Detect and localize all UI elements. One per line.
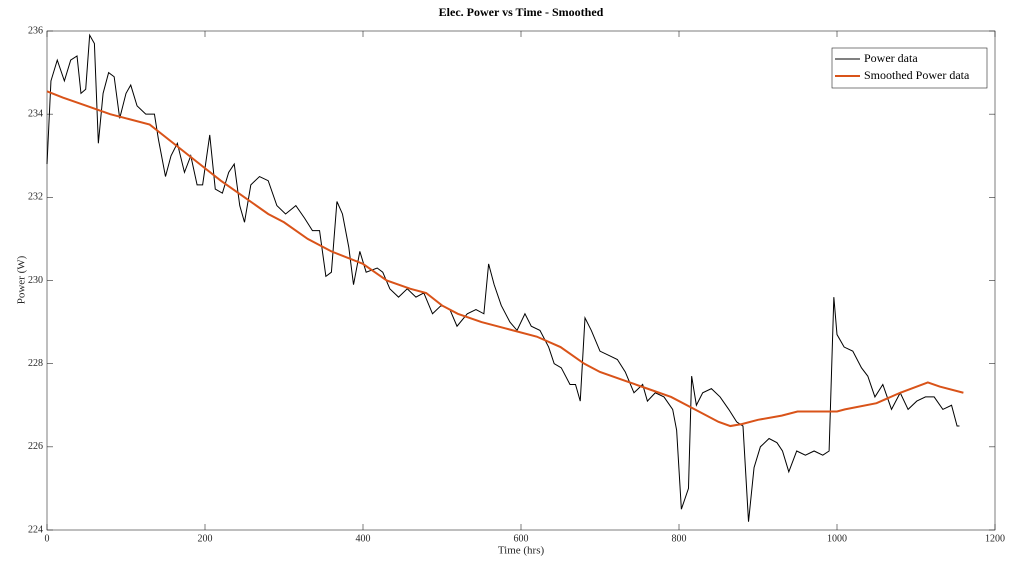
y-tick-label: 226 — [28, 441, 43, 452]
x-tick-label: 1000 — [827, 533, 847, 544]
data-line — [46, 33, 960, 522]
x-axis-label: Time (hrs) — [498, 545, 545, 557]
y-tick-label: 224 — [28, 524, 43, 535]
y-tick-label: 230 — [28, 275, 43, 286]
x-tick-label: 800 — [672, 533, 687, 544]
plot-frame — [46, 30, 996, 531]
y-axis-label: Power (W) — [16, 255, 28, 304]
data-line — [46, 90, 964, 428]
y-tick-label: 232 — [28, 192, 43, 203]
y-tick-label: 234 — [28, 108, 43, 119]
x-tick-label: 200 — [198, 533, 213, 544]
legend-label: Power data — [864, 51, 918, 65]
x-tick-label: 600 — [514, 533, 529, 544]
y-tick-label: 236 — [28, 25, 43, 36]
chart-title: Elec. Power vs Time - Smoothed — [439, 5, 604, 19]
x-tick-label: 0 — [45, 533, 50, 544]
x-tick-label: 1200 — [985, 533, 1005, 544]
legend-label: Smoothed Power data — [864, 68, 970, 82]
x-tick-label: 400 — [356, 533, 371, 544]
y-tick-label: 228 — [28, 358, 43, 369]
legend-box — [831, 47, 988, 89]
